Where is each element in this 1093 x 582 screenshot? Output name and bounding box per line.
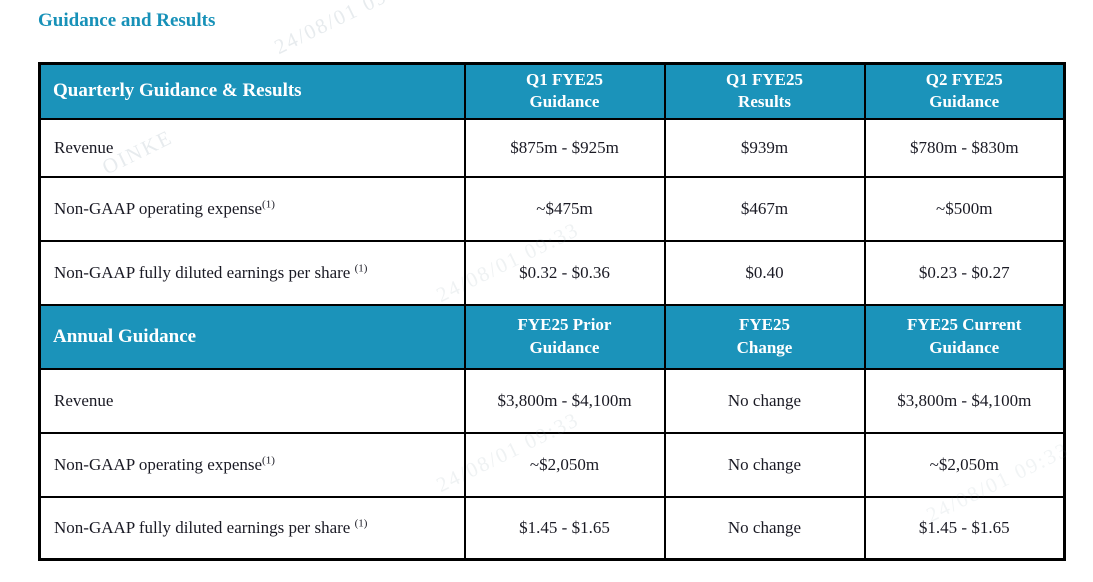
table-row: Non-GAAP operating expense(1) ~$2,050m N… — [38, 431, 1066, 498]
section-header-quarterly: Quarterly Guidance & Results — [38, 62, 466, 120]
table-row: Non-GAAP fully diluted earnings per shar… — [38, 495, 1066, 561]
cell-value: $875m - $925m — [463, 117, 666, 178]
column-header-line: Guidance — [929, 337, 1000, 357]
table-row: Revenue $875m - $925m $939m $780m - $830… — [38, 117, 1066, 178]
column-header-line: FYE25 Current — [907, 315, 1022, 335]
table-header-row: Annual Guidance FYE25 Prior Guidance FYE… — [38, 303, 1066, 370]
row-label-text: Non-GAAP operating expense — [54, 454, 263, 474]
column-header-line: FYE25 Prior — [517, 315, 612, 335]
cell-value: $780m - $830m — [863, 117, 1066, 178]
cell-value: ~$2,050m — [863, 431, 1066, 498]
cell-value: $1.45 - $1.65 — [463, 495, 666, 561]
table-header-row: Quarterly Guidance & Results Q1 FYE25 Gu… — [38, 62, 1066, 120]
column-header: Q2 FYE25 Guidance — [863, 62, 1066, 120]
watermark-timestamp: 24/08/01 09:33 — [270, 0, 421, 59]
footnote-marker: (1) — [262, 197, 275, 210]
footnote-marker: (1) — [262, 453, 275, 466]
row-label: Non-GAAP operating expense(1) — [38, 175, 466, 242]
cell-value: $939m — [663, 117, 866, 178]
column-header-line: Guidance — [529, 92, 600, 112]
row-label: Non-GAAP operating expense(1) — [38, 431, 466, 498]
column-header-line: Guidance — [929, 92, 1000, 112]
page-title: Guidance and Results — [38, 10, 216, 31]
row-label: Revenue — [38, 117, 466, 178]
footnote-marker: (1) — [354, 261, 368, 274]
column-header-line: Guidance — [529, 337, 600, 357]
cell-value: ~$500m — [863, 175, 1066, 242]
guidance-results-table: Quarterly Guidance & Results Q1 FYE25 Gu… — [38, 62, 1066, 561]
cell-value: No change — [663, 367, 866, 434]
column-header-line: Q1 FYE25 — [526, 70, 603, 90]
row-label-text: Non-GAAP fully diluted earnings per shar… — [54, 517, 355, 537]
row-label-text: Non-GAAP fully diluted earnings per shar… — [54, 262, 355, 282]
row-label: Revenue — [38, 367, 466, 434]
column-header: Q1 FYE25 Results — [663, 62, 866, 120]
column-header-line: Change — [736, 337, 793, 357]
table-row: Revenue $3,800m - $4,100m No change $3,8… — [38, 367, 1066, 434]
row-label-text: Revenue — [54, 137, 114, 157]
table-row: Non-GAAP fully diluted earnings per shar… — [38, 239, 1066, 306]
section-header-annual: Annual Guidance — [38, 303, 466, 370]
cell-value: ~$475m — [463, 175, 666, 242]
footnote-marker: (1) — [354, 517, 368, 530]
column-header-line: FYE25 — [739, 315, 790, 335]
cell-value: $0.32 - $0.36 — [463, 239, 666, 306]
cell-value: No change — [663, 431, 866, 498]
column-header-line: Q2 FYE25 — [925, 70, 1003, 90]
row-label-text: Revenue — [54, 390, 114, 410]
cell-value: $0.23 - $0.27 — [863, 239, 1066, 306]
table-row: Non-GAAP operating expense(1) ~$475m $46… — [38, 175, 1066, 242]
column-header-line: Q1 FYE25 — [726, 70, 803, 90]
cell-value: $1.45 - $1.65 — [863, 495, 1066, 561]
cell-value: $467m — [663, 175, 866, 242]
column-header-line: Results — [738, 92, 791, 112]
row-label-text: Non-GAAP operating expense — [54, 198, 263, 218]
column-header: FYE25 Current Guidance — [863, 303, 1066, 370]
cell-value: No change — [663, 495, 866, 561]
cell-value: $3,800m - $4,100m — [463, 367, 666, 434]
column-header: FYE25 Change — [663, 303, 866, 370]
cell-value: ~$2,050m — [463, 431, 666, 498]
row-label: Non-GAAP fully diluted earnings per shar… — [38, 239, 466, 306]
cell-value: $0.40 — [663, 239, 866, 306]
row-label: Non-GAAP fully diluted earnings per shar… — [38, 495, 466, 561]
column-header: Q1 FYE25 Guidance — [463, 62, 666, 120]
column-header: FYE25 Prior Guidance — [463, 303, 666, 370]
cell-value: $3,800m - $4,100m — [863, 367, 1066, 434]
